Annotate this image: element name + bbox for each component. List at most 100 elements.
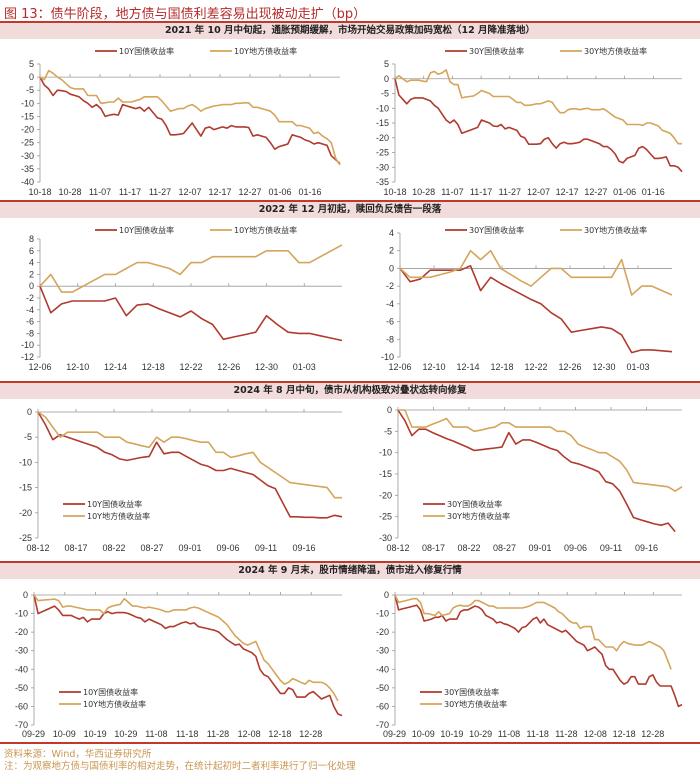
- legend-label: 30Y国债收益率: [469, 46, 524, 56]
- series-line-local: [398, 409, 683, 492]
- section-header-2: 2022 年 12 月初起，赎回负反馈告一段落: [0, 200, 700, 218]
- chart-10y-2024-sep: 0 -10 -20 -30 -40 -50 -60 -70 10Y国债收益率 10Y地方债收益率: [0, 580, 350, 730]
- legend-label: 30Y地方债收益率: [584, 225, 647, 235]
- section-header-1: 2021 年 10 月中旬起，通胀预期缓解，市场开始交易政策加码宽松（12 月降…: [0, 21, 700, 39]
- x-tick-label: 12-06: [388, 362, 411, 372]
- x-tick-label: 01-06: [613, 187, 636, 197]
- y-tick-label: -40: [21, 177, 34, 187]
- x-tick-label: 10-29: [114, 729, 138, 739]
- x-tick-label: 11-18: [176, 729, 199, 739]
- chart-30y-2022: 4 2 0 -2 -4 -6 -8 -10 12-06 12-10 12-14 12-18 12-22 1…: [350, 219, 700, 379]
- y-tick-label: 2: [29, 269, 34, 279]
- x-tick-label: 12-22: [524, 362, 547, 372]
- footer-divider: [0, 742, 700, 744]
- normalization-note: 注：为观察地方债与国债利率的相对走势，在统计起初时二者利率进行了归一化处理: [4, 761, 356, 772]
- y-tick-label: -20: [21, 125, 34, 135]
- y-tick-label: -60: [15, 701, 28, 711]
- x-tick-label: 09-06: [216, 543, 239, 553]
- x-tick-label: 11-28: [555, 729, 578, 739]
- chart-30y-2021: 5 0 -5 -10 -15 -20 -25 -30 -35 10-18 10-28 11-07 11-…: [350, 40, 700, 200]
- series-line-gov: [37, 411, 343, 519]
- x-tick-label: 10-28: [58, 187, 81, 197]
- x-tick-label: 12-10: [422, 362, 445, 372]
- y-tick-label: 0: [389, 263, 394, 273]
- y-tick-label: -40: [376, 664, 389, 674]
- x-tick-label: 12-07: [178, 187, 201, 197]
- x-tick-label: 11-17: [119, 187, 141, 197]
- x-tick-label: 09-11: [255, 543, 277, 553]
- legend-label: 10Y国债收益率: [119, 46, 174, 56]
- y-tick-label: 5: [29, 59, 34, 69]
- y-tick-label: 8: [29, 234, 34, 244]
- x-tick-label: 10-09: [52, 729, 76, 739]
- x-tick-label: 12-30: [255, 362, 278, 372]
- y-tick-label: 0: [384, 74, 389, 84]
- y-tick-label: 0: [27, 407, 32, 417]
- legend-label: 10Y地方债收益率: [234, 46, 297, 56]
- x-tick-label: 12-30: [592, 362, 615, 372]
- x-tick-label: 09-16: [635, 543, 658, 553]
- legend-label: 10Y地方债收益率: [87, 511, 150, 521]
- y-tick-label: -8: [386, 334, 394, 344]
- x-tick-label: 11-07: [89, 187, 111, 197]
- y-tick-label: -8: [26, 328, 34, 338]
- x-tick-label: 11-27: [149, 187, 171, 197]
- y-tick-label: -70: [15, 720, 28, 730]
- y-tick-label: -20: [15, 627, 28, 637]
- x-tick-label: 12-27: [584, 187, 607, 197]
- y-tick-label: -5: [24, 432, 32, 442]
- x-tick-label: 10-18: [383, 187, 406, 197]
- x-tick-label: 12-27: [238, 187, 261, 197]
- y-tick-label: -50: [376, 683, 389, 693]
- series-line-gov: [394, 78, 683, 173]
- y-tick-label: 0: [384, 590, 389, 600]
- section-header-4: 2024 年 9 月末，股市情绪降温，债市进入修复行情: [0, 561, 700, 579]
- y-tick-label: -15: [376, 118, 389, 128]
- legend-label: 30Y地方债收益率: [444, 699, 507, 709]
- y-tick-label: -30: [15, 646, 28, 656]
- y-tick-label: -6: [26, 317, 34, 327]
- x-tick-label: 12-17: [208, 187, 231, 197]
- section-header-3: 2024 年 8 月中旬，债市从机构极致对叠状态转向修复: [0, 381, 700, 399]
- y-tick-label: -10: [21, 340, 34, 350]
- legend-label: 30Y地方债收益率: [447, 511, 510, 521]
- x-tick-label: 12-07: [527, 187, 550, 197]
- x-tick-label: 11-08: [145, 729, 168, 739]
- y-tick-label: -2: [386, 281, 394, 291]
- y-tick-label: -20: [19, 508, 32, 518]
- chart-10y-2021: 5 0 -5 -10 -15 -20 -25 -30 -35 -40 10-18 10-28 11-07…: [0, 40, 350, 200]
- y-tick-label: -15: [21, 111, 34, 121]
- y-tick-label: -40: [15, 664, 28, 674]
- x-tick-label: 11-08: [497, 729, 521, 739]
- x-tick-label: 11-07: [441, 187, 463, 197]
- y-tick-label: -50: [15, 683, 28, 693]
- x-tick-label: 01-16: [642, 187, 665, 197]
- y-tick-label: -30: [376, 646, 389, 656]
- y-tick-label: -35: [376, 177, 389, 187]
- series-line-gov: [39, 76, 341, 165]
- x-tick-label: 09-06: [564, 543, 587, 553]
- x-tick-label: 12-08: [583, 729, 607, 739]
- x-tick-label: 10-18: [28, 187, 51, 197]
- x-tick-label: 12-26: [558, 362, 581, 372]
- x-tick-label: 10-09: [411, 729, 435, 739]
- chart-30y-2024-aug: 0 -5 -10 -15 -20 -25 -30 08-12 08-17 08-22 08-27 09…: [350, 400, 700, 560]
- chart-svg: 0 -10 -20 -30 -40 -50 -60 -70 30Y国债收益率 30Y地方债收益率: [376, 590, 683, 730]
- y-tick-label: -30: [379, 533, 392, 543]
- legend-label: 10Y国债收益率: [83, 687, 138, 697]
- y-tick-label: -20: [376, 133, 389, 143]
- y-tick-label: 5: [384, 59, 389, 69]
- y-tick-label: 6: [29, 246, 34, 256]
- y-tick-label: -2: [26, 293, 34, 303]
- legend-label: 30Y国债收益率: [444, 687, 499, 697]
- x-tick-label: 09-29: [22, 729, 46, 739]
- y-tick-label: 4: [389, 228, 394, 238]
- y-tick-label: 0: [23, 590, 28, 600]
- x-tick-label: 01-03: [626, 362, 649, 372]
- y-tick-label: -25: [379, 512, 392, 522]
- x-tick-label: 11-28: [206, 729, 230, 739]
